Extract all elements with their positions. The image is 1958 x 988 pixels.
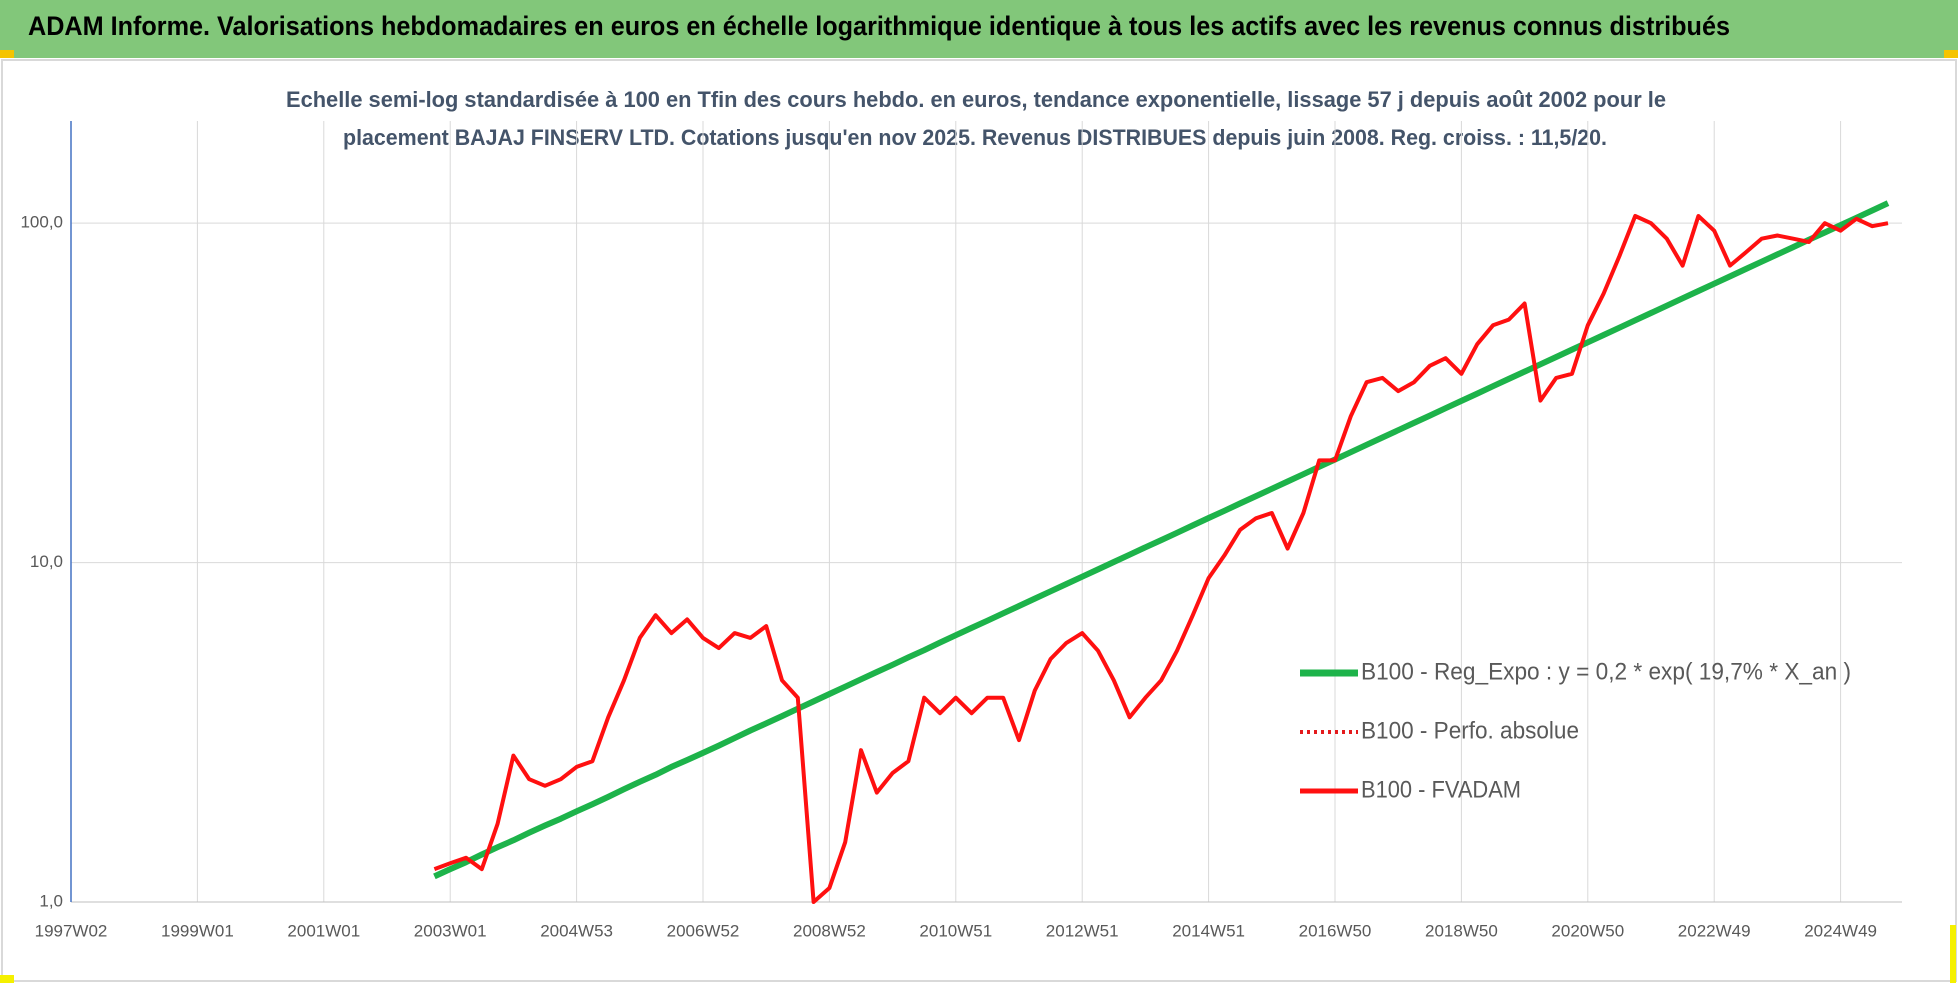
legend-label: B100 - Reg_Expo : y = 0,2 * exp( 19,7% *… [1361, 658, 1851, 685]
x-tick-label: 2014W51 [1172, 921, 1245, 940]
x-tick-label: 2016W50 [1299, 921, 1372, 940]
chart-frame [1, 59, 1957, 982]
x-tick-label: 2010W51 [919, 921, 992, 940]
x-tick-label: 2022W49 [1678, 921, 1751, 940]
x-tick-label: 2024W49 [1804, 921, 1877, 940]
corner [1950, 925, 1956, 983]
series-line [433, 214, 1889, 904]
x-tick-label: 2006W52 [667, 921, 740, 940]
y-tick-label: 10,0 [30, 552, 63, 571]
y-tick-label: 100,0 [20, 213, 63, 232]
y-tick-label: 1,0 [39, 891, 63, 910]
header-bar [0, 0, 1958, 58]
x-tick-label: 2018W50 [1425, 921, 1498, 940]
header-title: ADAM Informe. Valorisations hebdomadaire… [28, 11, 1730, 41]
legend-label: B100 - Perfo. absolue [1361, 717, 1579, 744]
corner [0, 50, 14, 58]
x-tick-label: 2012W51 [1046, 921, 1119, 940]
x-tick-label: 1999W01 [161, 921, 234, 940]
x-tick-label: 2003W01 [414, 921, 487, 940]
corner [1944, 50, 1958, 58]
x-tick-label: 2008W52 [793, 921, 866, 940]
series-line [433, 200, 1890, 880]
legend-label: B100 - FVADAM [1361, 776, 1521, 803]
x-tick-label: 2020W50 [1551, 921, 1624, 940]
chart-subtitle: placement BAJAJ FINSERV LTD. Cotations j… [343, 125, 1607, 150]
x-tick-label: 2004W53 [540, 921, 613, 940]
chart-subtitle: Echelle semi-log standardisée à 100 en T… [286, 87, 1666, 112]
x-tick-label: 2001W01 [287, 921, 360, 940]
corner [0, 975, 14, 983]
x-tick-label: 1997W02 [35, 921, 108, 940]
